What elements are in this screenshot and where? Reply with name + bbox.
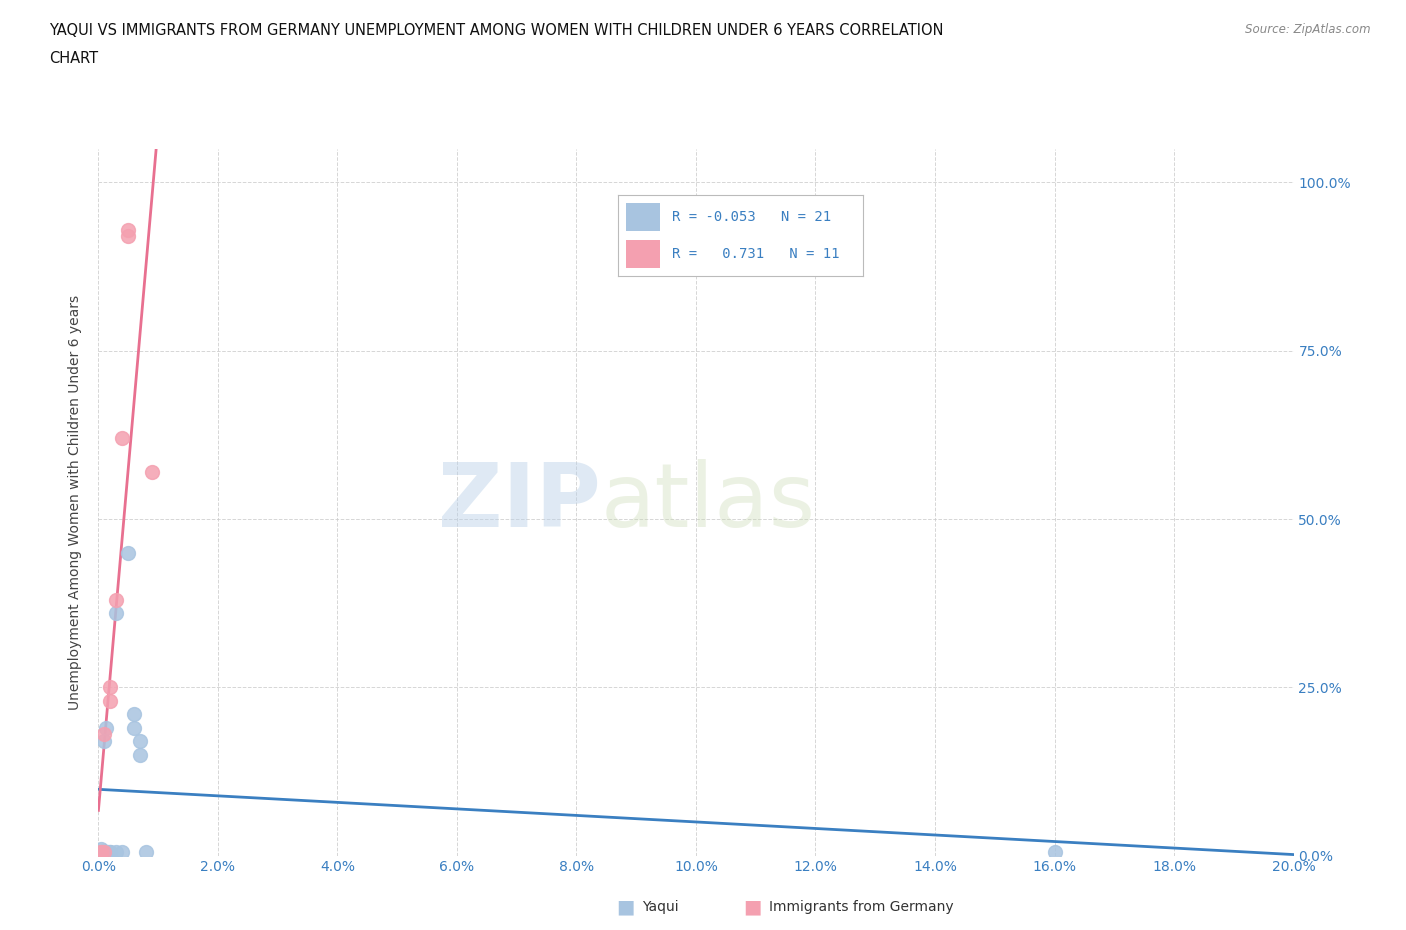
Point — [105, 592, 128, 607]
Point — [94, 720, 117, 735]
Point — [90, 844, 112, 859]
Bar — [626, 203, 659, 231]
Point — [96, 844, 118, 859]
Point — [90, 842, 112, 857]
Text: R =   0.731   N = 11: R = 0.731 N = 11 — [672, 247, 839, 261]
Point — [129, 734, 152, 749]
Point — [124, 720, 146, 735]
Point — [141, 464, 163, 479]
Y-axis label: Unemployment Among Women with Children Under 6 years: Unemployment Among Women with Children U… — [69, 295, 83, 710]
Point — [124, 707, 146, 722]
Point — [100, 844, 122, 859]
Point — [117, 229, 139, 244]
Text: ■: ■ — [616, 897, 636, 916]
Point — [93, 844, 115, 859]
Point — [1043, 844, 1066, 859]
Point — [96, 844, 118, 859]
Point — [105, 844, 128, 859]
Text: ZIP: ZIP — [437, 458, 600, 546]
Point — [111, 431, 134, 445]
Text: atlas: atlas — [600, 458, 815, 546]
Point — [135, 844, 157, 859]
Point — [105, 605, 128, 620]
Text: Yaqui: Yaqui — [643, 899, 679, 914]
Point — [100, 680, 122, 695]
Point — [93, 844, 115, 859]
Point — [93, 734, 115, 749]
Text: YAQUI VS IMMIGRANTS FROM GERMANY UNEMPLOYMENT AMONG WOMEN WITH CHILDREN UNDER 6 : YAQUI VS IMMIGRANTS FROM GERMANY UNEMPLO… — [49, 23, 943, 38]
Point — [91, 844, 114, 859]
Point — [93, 844, 115, 859]
Point — [100, 844, 122, 859]
Bar — [626, 240, 659, 268]
Text: Immigrants from Germany: Immigrants from Germany — [769, 899, 953, 914]
Text: Source: ZipAtlas.com: Source: ZipAtlas.com — [1246, 23, 1371, 36]
Point — [93, 727, 115, 742]
Text: ■: ■ — [742, 897, 762, 916]
Point — [90, 844, 112, 859]
Point — [117, 545, 139, 560]
Point — [129, 747, 152, 762]
Point — [117, 222, 139, 237]
Point — [100, 694, 122, 709]
Point — [111, 844, 134, 859]
Text: CHART: CHART — [49, 51, 98, 66]
Point — [90, 844, 112, 859]
Text: R = -0.053   N = 21: R = -0.053 N = 21 — [672, 209, 831, 224]
